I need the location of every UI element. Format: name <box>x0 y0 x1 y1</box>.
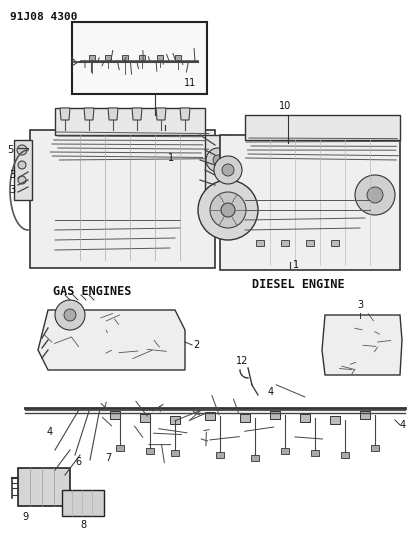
Text: 2: 2 <box>193 340 199 350</box>
Bar <box>157 55 163 60</box>
Bar <box>213 152 221 158</box>
Circle shape <box>355 175 395 215</box>
Bar <box>213 142 221 148</box>
Bar <box>360 411 370 419</box>
Bar <box>371 445 379 451</box>
Polygon shape <box>205 135 230 200</box>
Bar <box>281 240 289 246</box>
Bar <box>311 450 319 456</box>
Text: GAS ENGINES: GAS ENGINES <box>53 285 131 298</box>
Bar <box>213 182 221 188</box>
Bar <box>213 162 221 168</box>
Bar <box>216 452 224 458</box>
Bar <box>256 240 264 246</box>
Circle shape <box>213 155 223 165</box>
Circle shape <box>221 203 235 217</box>
Bar <box>110 411 120 419</box>
Text: 3: 3 <box>357 300 363 310</box>
Bar <box>171 450 179 456</box>
Text: 10: 10 <box>279 101 291 111</box>
Circle shape <box>206 148 230 172</box>
Bar <box>175 55 181 60</box>
Bar <box>139 55 145 60</box>
Polygon shape <box>38 310 185 370</box>
Circle shape <box>214 156 242 184</box>
Bar <box>341 452 349 458</box>
Polygon shape <box>245 115 400 140</box>
Text: 4: 4 <box>47 427 53 437</box>
Text: 3: 3 <box>9 185 15 195</box>
Polygon shape <box>14 140 32 200</box>
Text: 91J08 4300: 91J08 4300 <box>10 12 77 22</box>
Bar <box>146 448 154 454</box>
Circle shape <box>367 187 383 203</box>
Text: 6: 6 <box>75 457 81 467</box>
Circle shape <box>64 309 76 321</box>
Text: DIESEL ENGINE: DIESEL ENGINE <box>252 278 344 291</box>
Text: 4: 4 <box>268 387 274 397</box>
Circle shape <box>17 145 27 155</box>
Text: 3: 3 <box>9 170 15 180</box>
Bar <box>205 412 215 420</box>
Polygon shape <box>132 108 142 120</box>
Polygon shape <box>220 135 400 270</box>
Polygon shape <box>84 108 94 120</box>
Bar <box>300 414 310 422</box>
Text: 12: 12 <box>236 356 248 366</box>
Circle shape <box>18 176 26 184</box>
Bar <box>18 468 70 506</box>
Text: 9: 9 <box>22 512 28 522</box>
Bar <box>270 411 280 419</box>
Bar <box>213 172 221 178</box>
Bar <box>251 455 259 461</box>
Polygon shape <box>55 108 205 135</box>
Polygon shape <box>156 108 166 120</box>
Bar <box>62 490 104 516</box>
Bar <box>140 414 150 422</box>
Polygon shape <box>180 108 190 120</box>
Bar <box>306 240 314 246</box>
Polygon shape <box>322 315 402 375</box>
Circle shape <box>222 164 234 176</box>
Circle shape <box>55 300 85 330</box>
Circle shape <box>18 161 26 169</box>
Bar <box>105 55 111 60</box>
Circle shape <box>210 192 246 228</box>
Bar <box>281 448 289 454</box>
Bar <box>72 22 207 94</box>
Circle shape <box>198 180 258 240</box>
Polygon shape <box>108 108 118 120</box>
Bar <box>89 55 95 60</box>
Text: 5: 5 <box>7 145 13 155</box>
Bar <box>330 416 340 424</box>
Bar <box>116 445 124 451</box>
Bar <box>122 55 128 60</box>
Text: 4: 4 <box>400 420 406 430</box>
Text: 1: 1 <box>168 153 174 163</box>
Text: 11: 11 <box>184 78 196 88</box>
Bar <box>331 240 339 246</box>
Text: 7: 7 <box>105 453 111 463</box>
Polygon shape <box>60 108 70 120</box>
Bar <box>240 414 250 422</box>
Polygon shape <box>30 130 215 268</box>
Text: 8: 8 <box>80 520 86 530</box>
Bar <box>170 416 180 424</box>
Text: 1: 1 <box>293 260 299 270</box>
